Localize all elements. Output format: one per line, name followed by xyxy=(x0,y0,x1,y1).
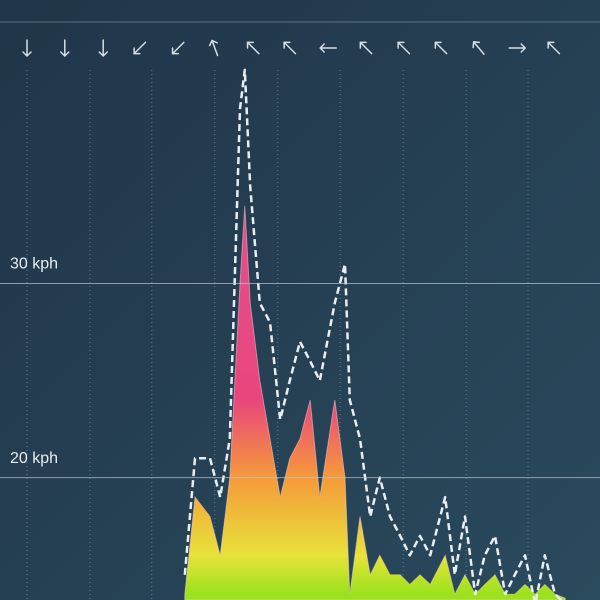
wind-arrow-shape xyxy=(60,39,70,58)
wind-arrow xyxy=(60,39,70,58)
y-tick-label: 30 kph xyxy=(10,256,58,273)
wind-arrow xyxy=(283,41,297,55)
wind-arrow-shape xyxy=(133,41,147,55)
wind-arrow xyxy=(319,43,337,53)
wind-arrow xyxy=(208,39,219,57)
wind-arrow-shape xyxy=(171,41,185,55)
wind-arrow-shape xyxy=(319,43,337,53)
wind-arrow-shape xyxy=(472,41,485,55)
wind-arrow-shape xyxy=(397,41,411,55)
wind-arrow xyxy=(472,41,485,55)
wind-arrow xyxy=(547,41,561,55)
y-tick-label: 20 kph xyxy=(10,450,58,467)
gust-line xyxy=(183,68,563,600)
wind-arrow-shape xyxy=(359,41,373,55)
wind-arrow xyxy=(359,41,373,55)
wind-arrow-shape xyxy=(434,41,448,55)
wind-arrow xyxy=(171,41,185,55)
wind-arrow xyxy=(98,39,108,58)
wind-area xyxy=(184,205,566,600)
wind-arrow xyxy=(133,41,147,55)
wind-arrow xyxy=(22,39,32,58)
wind-arrow-shape xyxy=(283,41,297,55)
wind-arrow-shape xyxy=(22,39,32,58)
wind-arrow-shape xyxy=(208,39,219,57)
wind-arrow-shape xyxy=(98,39,108,58)
wind-arrow-shape xyxy=(508,43,527,53)
wind-arrow xyxy=(397,41,411,55)
wind-arrow xyxy=(434,41,448,55)
wind-arrow xyxy=(246,41,260,55)
wind-arrow-shape xyxy=(246,41,260,55)
wind-arrow-shape xyxy=(547,41,561,55)
wind-arrow xyxy=(508,43,527,53)
